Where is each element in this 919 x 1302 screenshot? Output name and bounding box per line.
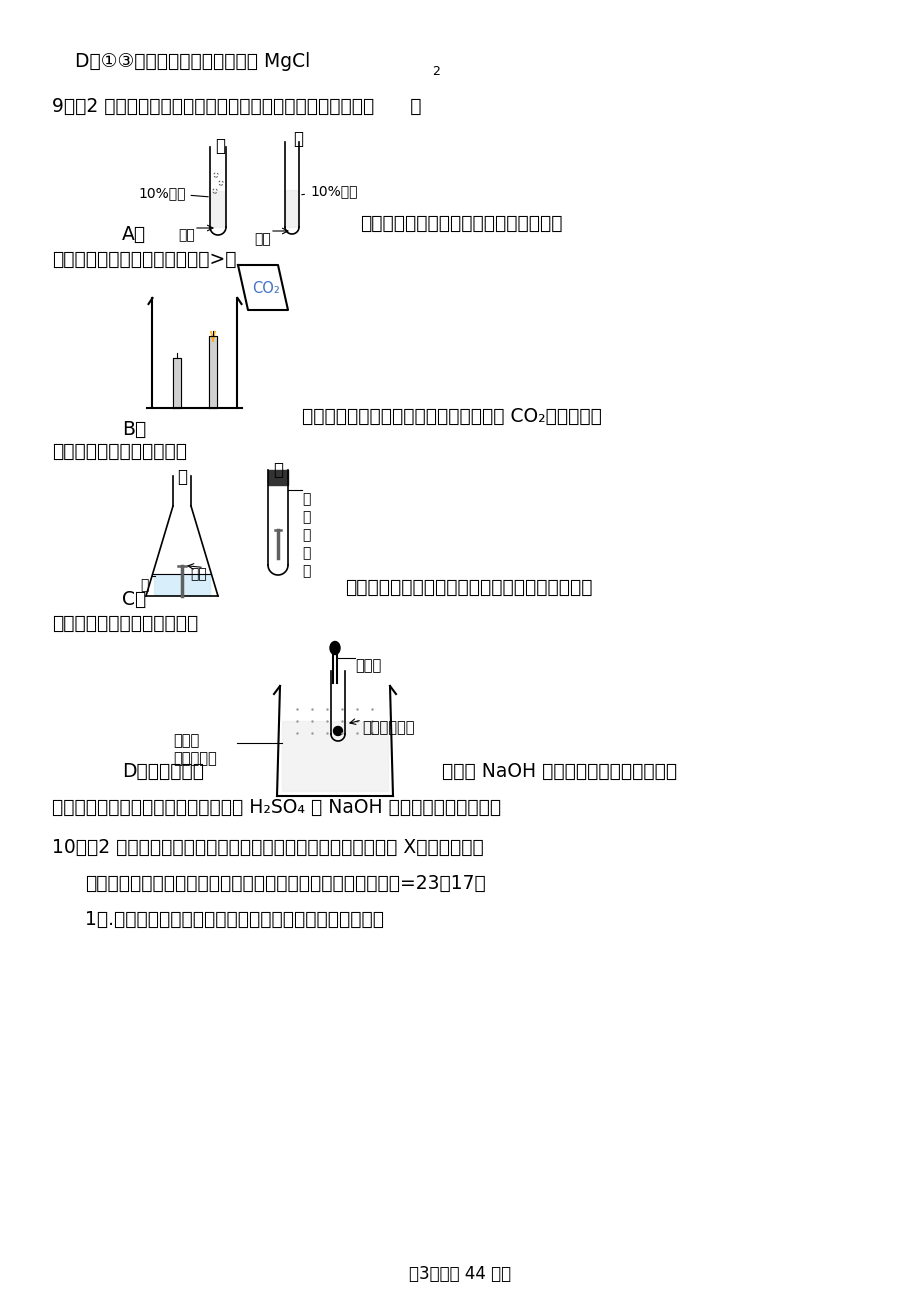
Text: 10%硫酸: 10%硫酸 [138, 186, 208, 201]
Text: CO₂: CO₂ [252, 281, 279, 296]
Text: 镁片: 镁片 [254, 232, 270, 246]
Polygon shape [210, 331, 215, 342]
Text: 空: 空 [301, 546, 310, 560]
Text: 2: 2 [432, 65, 439, 78]
Ellipse shape [330, 642, 340, 655]
Text: 烧杯中饱和的澄清石灰水变浑浊，说明 H₂SO₄ 与 NaOH 发生中和反应放出热量: 烧杯中饱和的澄清石灰水变浑浊，说明 H₂SO₄ 与 NaOH 发生中和反应放出热… [52, 798, 501, 816]
Text: 气: 气 [301, 564, 310, 578]
Text: 铁钉: 铁钉 [190, 568, 207, 582]
Text: 澄清石灰水: 澄清石灰水 [173, 751, 217, 766]
Text: 气泡速率，说明金属活动性：镁>铁: 气泡速率，说明金属活动性：镁>铁 [52, 250, 236, 270]
Text: 的: 的 [301, 529, 310, 542]
Text: 甲: 甲 [176, 467, 187, 486]
Circle shape [333, 727, 342, 736]
Text: 10%盐酸: 10%盐酸 [301, 184, 357, 198]
Text: C．: C． [122, 590, 146, 609]
Text: 干: 干 [301, 492, 310, 506]
Text: 燥: 燥 [301, 510, 310, 523]
Text: 甲试管中的铁钉生锈，乙试管中的铁钉不生锈，说: 甲试管中的铁钉生锈，乙试管中的铁钉不生锈，说 [345, 578, 592, 598]
Text: D．①③两种粒子可以形成化合物 MgCl: D．①③两种粒子可以形成化合物 MgCl [75, 52, 310, 72]
Text: 乙: 乙 [292, 130, 302, 148]
Text: 10．（2 分）工业上用甲和乙两种物质在一定条件下反应生成丙和 X，反应的微观: 10．（2 分）工业上用甲和乙两种物质在一定条件下反应生成丙和 X，反应的微观 [52, 838, 483, 857]
Text: 稀硫酸: 稀硫酸 [355, 658, 380, 673]
Text: 9．（2 分）根据下图所示的四个实验，得出的结论正确的是（      ）: 9．（2 分）根据下图所示的四个实验，得出的结论正确的是（ ） [52, 98, 421, 116]
Text: 乙: 乙 [273, 461, 283, 479]
Text: 水: 水 [140, 578, 148, 592]
Text: 第3页（共 44 页）: 第3页（共 44 页） [408, 1266, 511, 1282]
Text: 明只需与水接触铁钉就会生锈: 明只需与水接触铁钉就会生锈 [52, 615, 198, 633]
Text: A．: A． [122, 225, 146, 243]
Text: 蜡烛由低到高依次熄灭，说明通常状况下 CO₂不能燃烧，: 蜡烛由低到高依次熄灭，说明通常状况下 CO₂不能燃烧， [301, 408, 601, 426]
Text: 甲: 甲 [215, 137, 225, 155]
Text: B．: B． [122, 421, 146, 439]
Text: 乙试管中产生气泡速率大于甲试管中产生: 乙试管中产生气泡速率大于甲试管中产生 [359, 214, 562, 233]
Text: 氢氧化钠固体: 氢氧化钠固体 [361, 720, 414, 736]
Text: D．澄清石灰水: D．澄清石灰水 [122, 762, 204, 781]
Text: 示意图如图。参加反应的甲和乙及生成丙的质量比为甲：乙：丙=23：17：: 示意图如图。参加反应的甲和乙及生成丙的质量比为甲：乙：丙=23：17： [85, 874, 485, 893]
Text: 不支持燃烧，密度大于空气: 不支持燃烧，密度大于空气 [52, 441, 187, 461]
Text: 向盛有 NaOH 固体的试管中滴加稀硫酸，: 向盛有 NaOH 固体的试管中滴加稀硫酸， [441, 762, 676, 781]
Text: 1　.　下　列　判　断　错　误　的　是（　　　　　　）: 1 . 下 列 判 断 错 误 的 是（ ） [85, 910, 383, 930]
Text: 饱和的: 饱和的 [173, 733, 199, 749]
Text: 铁片: 铁片 [177, 228, 195, 242]
